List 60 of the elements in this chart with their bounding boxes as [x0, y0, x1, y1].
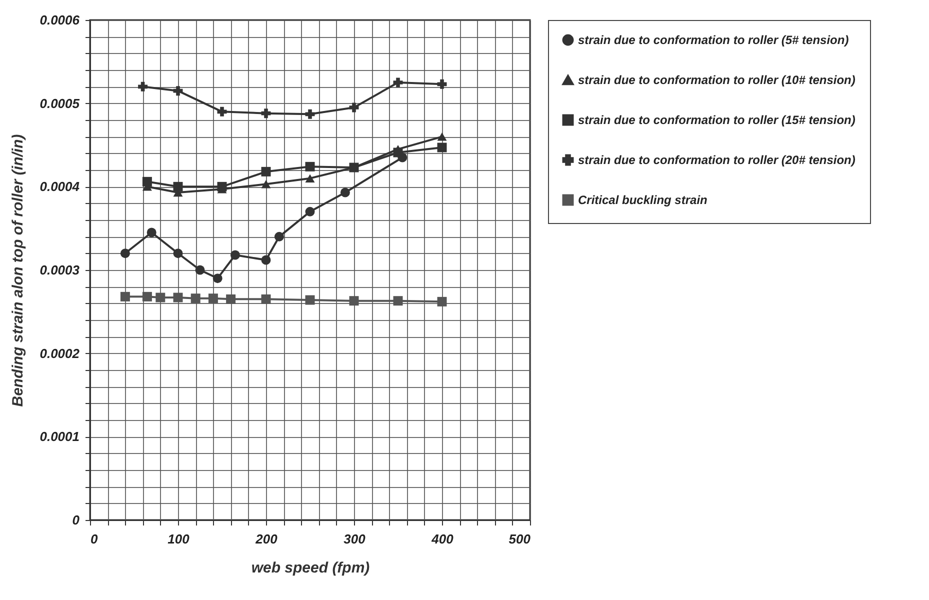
y-tick-label: 0.0004: [40, 179, 80, 194]
x-tick-label: 300: [344, 532, 366, 546]
y-tick-label: 0.0003: [40, 262, 80, 278]
y-axis-title: Bending strain alon top of roller (in/in): [10, 134, 27, 407]
point: [261, 108, 271, 118]
point: [212, 274, 222, 284]
point: [305, 174, 315, 182]
point: [437, 132, 447, 141]
point: [226, 294, 236, 304]
point: [173, 182, 183, 192]
x-tick-label: 0: [90, 532, 98, 546]
point: [261, 166, 271, 176]
legend-label: Critical buckling strain: [578, 193, 708, 207]
point: [156, 292, 166, 302]
point: [173, 248, 183, 258]
x-tick-label: 500: [508, 532, 532, 546]
y-tick-label: 0: [72, 512, 80, 528]
point: [393, 296, 403, 306]
y-tick-label: 0.0001: [40, 429, 80, 444]
point: [261, 180, 271, 188]
point: [274, 232, 284, 242]
y-tick-label: 0.0005: [40, 96, 80, 111]
point: [173, 292, 183, 302]
point: [146, 228, 156, 238]
point: [305, 162, 315, 172]
point: [173, 86, 183, 96]
point: [305, 206, 315, 216]
point: [437, 142, 447, 152]
legend-label: strain due to conformation to roller (20# tension): [578, 153, 856, 167]
point: [142, 292, 152, 302]
point: [349, 102, 359, 112]
y-tick-label: 0.0002: [40, 346, 80, 361]
point: [142, 176, 152, 186]
x-axis-title: web speed (fpm): [251, 560, 370, 576]
point: [217, 182, 227, 192]
point: [190, 294, 200, 304]
point: [208, 294, 218, 304]
point: [261, 294, 271, 304]
x-tick-label: 400: [430, 532, 454, 546]
x-tick-label: 200: [254, 532, 278, 546]
point: [120, 292, 130, 302]
point: [305, 295, 315, 305]
legend-label: strain due to conformation to roller (15# tension): [578, 113, 856, 127]
point: [349, 296, 359, 306]
point: [217, 106, 227, 116]
point: [340, 188, 350, 198]
legend-label: strain due to conformation to roller (5# tension): [578, 33, 849, 47]
point: [120, 248, 130, 258]
y-tick-label: 0.0006: [40, 12, 80, 28]
point: [195, 265, 205, 275]
point: [393, 148, 403, 158]
point: [437, 296, 447, 306]
point: [305, 109, 315, 119]
point: [230, 250, 240, 260]
x-tick-label: 100: [168, 532, 190, 546]
point: [138, 82, 148, 92]
point: [393, 78, 403, 88]
point: [261, 255, 271, 265]
point: [437, 79, 447, 89]
legend-label: strain due to conformation to roller (10# tension): [578, 73, 856, 87]
